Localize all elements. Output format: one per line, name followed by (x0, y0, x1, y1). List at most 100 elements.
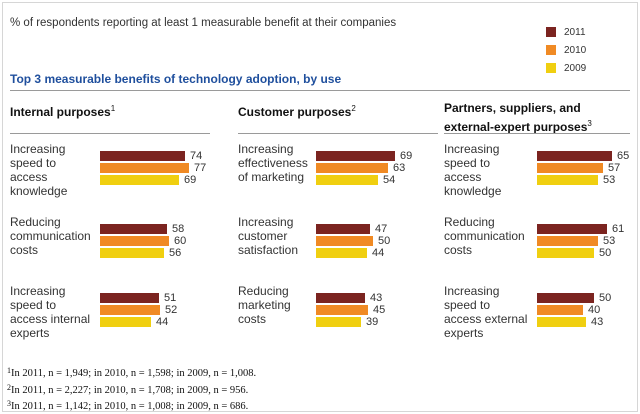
category-label: Reducing communication costs (10, 215, 100, 257)
bar-value-label: 39 (366, 316, 379, 328)
bar-value-label: 61 (612, 223, 625, 235)
category-label: Increasing effectiveness of marketing (238, 142, 328, 184)
bar-2011 (316, 151, 395, 161)
bar-value-label: 50 (599, 292, 612, 304)
bar-value-label: 57 (608, 162, 621, 174)
footnote-1: 1In 2011, n = 1,949; in 2010, n = 1,598;… (7, 366, 257, 379)
category-label: Reducing communication costs (444, 215, 534, 257)
bar-value-label: 65 (617, 150, 630, 162)
footnote-2: 2In 2011, n = 2,227; in 2010, n = 1,708;… (7, 382, 249, 396)
bar-2009 (316, 248, 367, 258)
bar-2009 (100, 175, 179, 185)
bar-value-label: 45 (373, 304, 386, 316)
bar-2010 (100, 305, 160, 315)
bar-value-label: 69 (400, 150, 413, 162)
group-title-footnote-mark: 1 (110, 104, 116, 113)
category-label-line: speed to (444, 156, 491, 170)
category-label: Increasing speed to access internal experts (10, 284, 100, 340)
section-title: Top 3 measurable benefits of technology … (10, 72, 342, 86)
category-label-line: communication (10, 229, 91, 243)
bar-value-label: 50 (599, 247, 612, 259)
category-label-line: costs (10, 243, 39, 257)
bar-2011 (100, 224, 167, 234)
footnote-3: 3In 2011, n = 1,142; in 2010, n = 1,008;… (7, 399, 249, 412)
legend-swatch-2010 (546, 45, 556, 55)
category-label-line: customer (238, 229, 288, 243)
legend-item-2011: 2011 (546, 23, 586, 41)
chart-header: % of respondents reporting at least 1 me… (10, 17, 397, 29)
legend-item-2009: 2009 (546, 59, 586, 77)
bar-2010 (316, 305, 368, 315)
bar-value-label: 43 (591, 316, 604, 328)
category-label-line: access internal (10, 312, 91, 326)
category-label-line: knowledge (444, 184, 502, 198)
bar-2010 (537, 163, 603, 173)
legend-label-2009: 2009 (564, 62, 587, 74)
footnotes: 1In 2011, n = 1,949; in 2010, n = 1,598;… (7, 364, 256, 414)
category-label-line: access (10, 170, 48, 184)
bar-value-label: 51 (164, 292, 177, 304)
bar-2011 (537, 151, 612, 161)
category-label-line: Increasing (444, 284, 500, 298)
group-title-1: Internal purposes1 (10, 101, 115, 120)
legend: 2011 2010 2009 (546, 23, 586, 77)
category-label-line: knowledge (10, 184, 68, 198)
bar-2010 (100, 163, 189, 173)
category-label: Reducing marketing costs (238, 284, 328, 326)
bar-2011 (100, 151, 185, 161)
bar-value-label: 53 (603, 174, 616, 186)
group-rule-3 (444, 133, 630, 134)
category-label-line: marketing (238, 298, 291, 312)
category-label-line: experts (10, 326, 50, 340)
bar-value-label: 63 (393, 162, 406, 174)
category-label: Increasing speed to access external experts (444, 284, 534, 340)
group-rule-2 (238, 133, 438, 134)
category-label-line: effectiveness (238, 156, 308, 170)
category-label-line: speed to (10, 156, 57, 170)
bar-2009 (537, 175, 598, 185)
category-label: Increasing speed to access knowledge (444, 142, 534, 198)
bar-value-label: 47 (375, 223, 388, 235)
group-title-line: Customer purposes (238, 105, 352, 119)
bar-2011 (537, 293, 594, 303)
category-label-line: Increasing (238, 215, 294, 229)
group-title-line: external-expert purposes (444, 120, 588, 134)
category-label-line: speed to (10, 298, 57, 312)
section-title-rule (10, 90, 630, 91)
category-label-line: experts (444, 326, 484, 340)
category-label-line: of marketing (238, 170, 305, 184)
bar-value-label: 52 (165, 304, 178, 316)
bar-2009 (316, 317, 361, 327)
category-label-line: communication (444, 229, 525, 243)
bar-2009 (316, 175, 378, 185)
bar-2010 (537, 236, 598, 246)
bar-value-label: 69 (184, 174, 197, 186)
bar-value-label: 50 (378, 235, 391, 247)
legend-swatch-2009 (546, 63, 556, 73)
group-title-line: Partners, suppliers, and (444, 101, 581, 115)
legend-label-2010: 2010 (564, 44, 587, 56)
category-label: Increasing speed to access knowledge (10, 142, 100, 198)
bar-2009 (100, 317, 151, 327)
bar-2009 (537, 248, 594, 258)
bar-value-label: 56 (169, 247, 182, 259)
category-label-line: Reducing (444, 215, 495, 229)
bar-2009 (537, 317, 586, 327)
category-label-line: access (444, 170, 482, 184)
bar-2011 (537, 224, 607, 234)
category-label-line: speed to (444, 298, 491, 312)
category-label-line: Reducing (10, 215, 61, 229)
bar-value-label: 40 (588, 304, 601, 316)
group-rule-1 (10, 133, 210, 134)
group-title-footnote-mark: 3 (587, 119, 592, 128)
category-label-line: costs (238, 312, 267, 326)
bar-value-label: 43 (370, 292, 383, 304)
legend-label-2011: 2011 (564, 26, 586, 38)
bar-2010 (316, 163, 388, 173)
bar-value-label: 44 (156, 316, 169, 328)
bar-2010 (100, 236, 169, 246)
legend-swatch-2011 (546, 27, 556, 37)
category-label-line: Increasing (10, 142, 66, 156)
bar-value-label: 53 (603, 235, 616, 247)
group-title-line: Internal purposes (10, 105, 111, 119)
